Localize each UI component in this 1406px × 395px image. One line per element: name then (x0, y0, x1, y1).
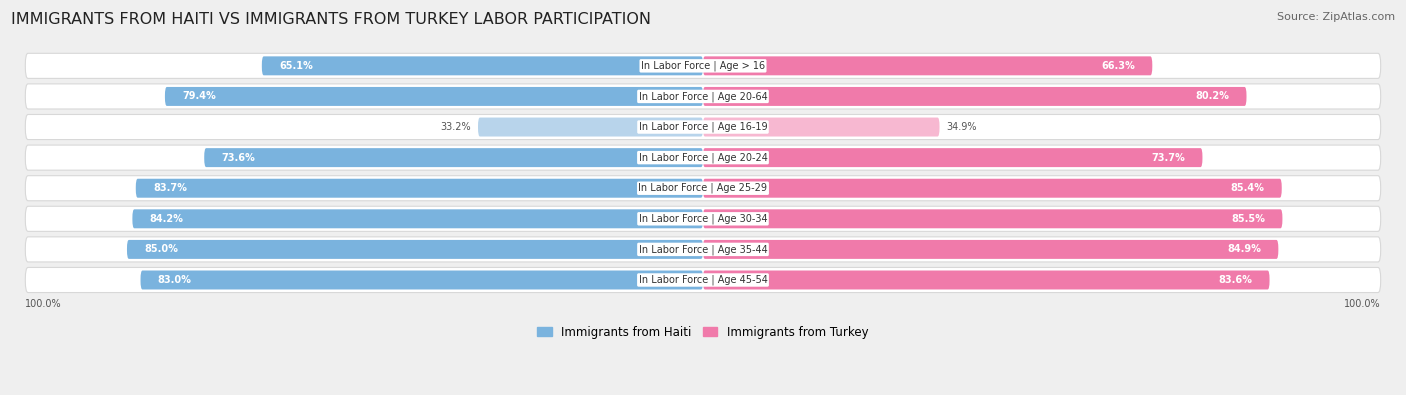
FancyBboxPatch shape (127, 240, 703, 259)
Text: 85.5%: 85.5% (1232, 214, 1265, 224)
FancyBboxPatch shape (703, 179, 1282, 198)
FancyBboxPatch shape (25, 237, 1381, 262)
Text: 80.2%: 80.2% (1195, 91, 1229, 102)
FancyBboxPatch shape (136, 179, 703, 198)
Text: In Labor Force | Age 45-54: In Labor Force | Age 45-54 (638, 275, 768, 285)
Text: 79.4%: 79.4% (183, 91, 217, 102)
FancyBboxPatch shape (478, 118, 703, 137)
FancyBboxPatch shape (703, 87, 1247, 106)
Text: 100.0%: 100.0% (25, 299, 62, 309)
FancyBboxPatch shape (703, 56, 1153, 75)
Text: Source: ZipAtlas.com: Source: ZipAtlas.com (1277, 12, 1395, 22)
Text: 65.1%: 65.1% (278, 61, 312, 71)
Text: In Labor Force | Age 30-34: In Labor Force | Age 30-34 (638, 214, 768, 224)
FancyBboxPatch shape (703, 271, 1270, 290)
Text: In Labor Force | Age 25-29: In Labor Force | Age 25-29 (638, 183, 768, 194)
Text: 34.9%: 34.9% (946, 122, 977, 132)
Text: 83.7%: 83.7% (153, 183, 187, 193)
FancyBboxPatch shape (703, 240, 1278, 259)
FancyBboxPatch shape (165, 87, 703, 106)
Text: 84.9%: 84.9% (1227, 245, 1261, 254)
Text: 85.4%: 85.4% (1230, 183, 1264, 193)
Text: 73.7%: 73.7% (1152, 152, 1185, 163)
Legend: Immigrants from Haiti, Immigrants from Turkey: Immigrants from Haiti, Immigrants from T… (533, 321, 873, 343)
FancyBboxPatch shape (204, 148, 703, 167)
Text: 83.6%: 83.6% (1219, 275, 1253, 285)
Text: 66.3%: 66.3% (1101, 61, 1135, 71)
Text: IMMIGRANTS FROM HAITI VS IMMIGRANTS FROM TURKEY LABOR PARTICIPATION: IMMIGRANTS FROM HAITI VS IMMIGRANTS FROM… (11, 12, 651, 27)
FancyBboxPatch shape (703, 118, 939, 137)
Text: In Labor Force | Age > 16: In Labor Force | Age > 16 (641, 60, 765, 71)
FancyBboxPatch shape (25, 267, 1381, 293)
Text: 33.2%: 33.2% (440, 122, 471, 132)
Text: 84.2%: 84.2% (149, 214, 183, 224)
Text: In Labor Force | Age 20-24: In Labor Force | Age 20-24 (638, 152, 768, 163)
Text: 83.0%: 83.0% (157, 275, 191, 285)
FancyBboxPatch shape (25, 53, 1381, 78)
FancyBboxPatch shape (25, 115, 1381, 139)
Text: 100.0%: 100.0% (1344, 299, 1381, 309)
FancyBboxPatch shape (25, 176, 1381, 201)
FancyBboxPatch shape (25, 206, 1381, 231)
FancyBboxPatch shape (703, 209, 1282, 228)
Text: 85.0%: 85.0% (145, 245, 179, 254)
FancyBboxPatch shape (262, 56, 703, 75)
FancyBboxPatch shape (25, 145, 1381, 170)
Text: 73.6%: 73.6% (221, 152, 254, 163)
Text: In Labor Force | Age 20-64: In Labor Force | Age 20-64 (638, 91, 768, 102)
FancyBboxPatch shape (703, 148, 1202, 167)
Text: In Labor Force | Age 35-44: In Labor Force | Age 35-44 (638, 244, 768, 255)
FancyBboxPatch shape (25, 84, 1381, 109)
FancyBboxPatch shape (132, 209, 703, 228)
FancyBboxPatch shape (141, 271, 703, 290)
Text: In Labor Force | Age 16-19: In Labor Force | Age 16-19 (638, 122, 768, 132)
